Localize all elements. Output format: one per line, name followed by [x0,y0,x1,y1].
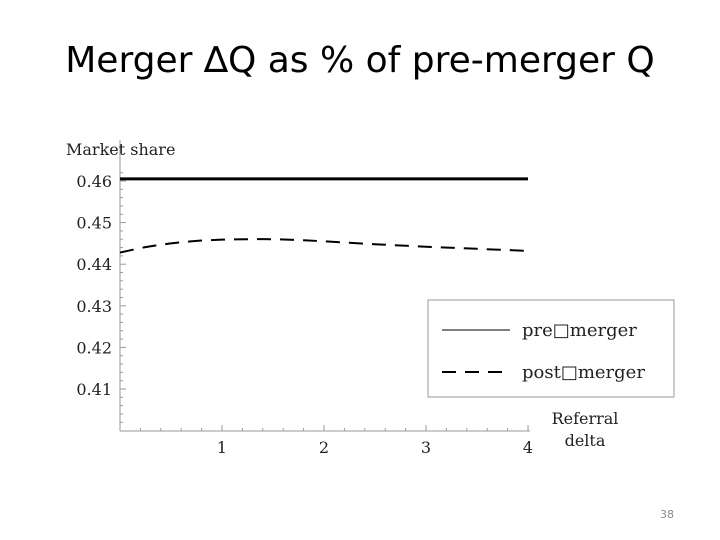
x-tick-label: 2 [319,438,329,457]
y-tick-label: 0.42 [76,338,112,357]
x-axis-label: Referral [552,409,619,428]
legend-box [427,299,675,398]
x-axis-label: delta [565,431,606,450]
x-tick-label: 4 [523,438,533,457]
chart-axes [119,140,530,432]
y-tick-label: 0.45 [76,214,112,233]
chart-ticks [120,172,529,431]
chart-series [119,177,529,254]
legend-label: pre□merger [522,320,637,341]
y-tick-label: 0.46 [76,172,112,191]
series-line-post-merger [119,238,529,254]
y-axis-label: Market share [66,140,175,159]
x-tick-label: 1 [217,438,227,457]
y-tick-label: 0.43 [76,297,112,316]
chart-legend: pre□merger post□merger [427,299,675,398]
y-tick-label: 0.41 [76,380,112,399]
slide-title: Merger ∆Q as % of pre-merger Q [65,40,655,81]
y-tick-label: 0.44 [76,255,112,274]
x-tick-label: 3 [421,438,431,457]
legend-label: post□merger [522,362,645,383]
slide-number: 38 [660,508,674,521]
chart-labels: 0.41 0.42 0.43 0.44 0.45 0.46 1 2 3 4 Market share… [66,140,618,457]
